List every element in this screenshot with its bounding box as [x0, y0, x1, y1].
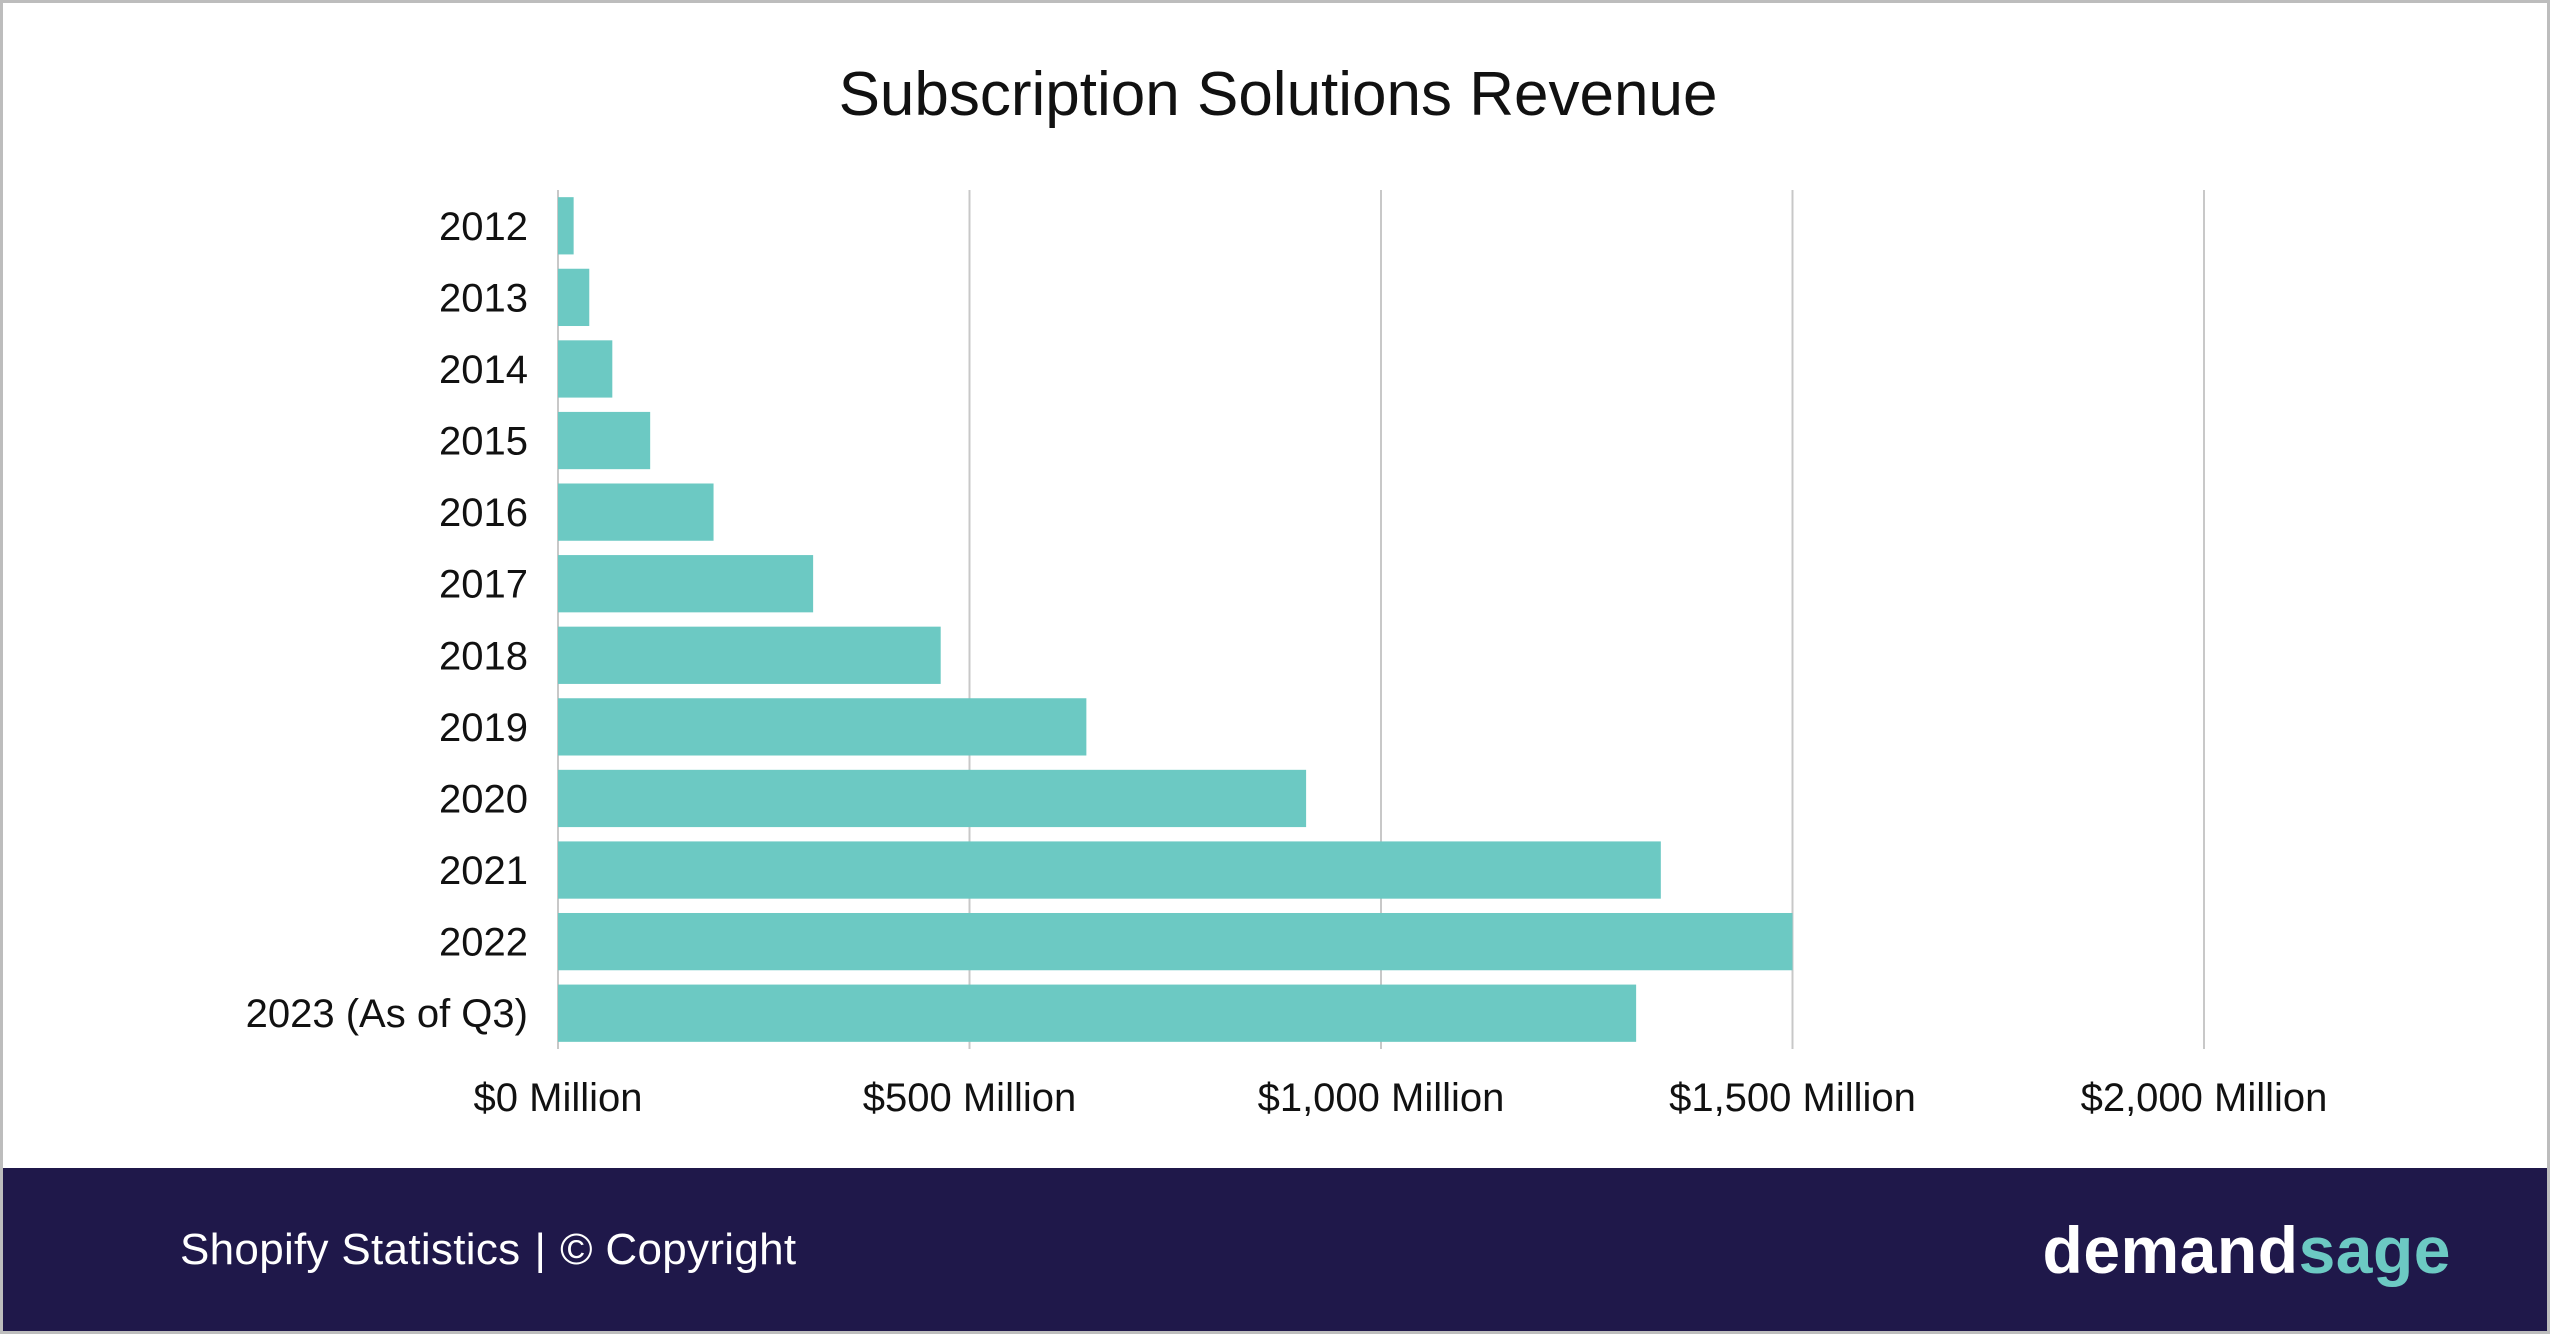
bar — [558, 912, 1793, 971]
bar — [558, 411, 651, 470]
x-tick-label: $500 Million — [863, 1076, 1076, 1120]
x-tick-label: $0 Million — [474, 1076, 643, 1120]
bar — [558, 769, 1307, 828]
y-tick-label: 2021 — [439, 849, 528, 893]
y-tick-label: 2016 — [439, 491, 528, 535]
y-tick-label: 2015 — [439, 420, 528, 464]
x-tick-label: $1,000 Million — [1258, 1076, 1505, 1120]
caption-source: Shopify Statistics — [180, 1224, 521, 1274]
footer-bar: Shopify Statistics | © Copyright demand … — [3, 1168, 2547, 1331]
brand-logo-part1: demand — [2042, 1212, 2299, 1287]
y-tick-label: 2022 — [439, 921, 528, 965]
bar — [558, 984, 1637, 1042]
bar-chart: Subscription Solutions Revenue $0 Millio… — [246, 60, 2328, 1120]
y-axis: 2012 2013 2014 2015 2016 2017 2018 2019 2020 2021… — [246, 205, 528, 1036]
bar — [558, 340, 613, 398]
bars — [558, 197, 1793, 1042]
chart-title: Subscription Solutions Revenue — [839, 60, 1718, 129]
y-tick-label: 2012 — [439, 205, 528, 249]
bar — [558, 483, 714, 541]
y-tick-label: 2023 (As of Q3) — [246, 992, 528, 1036]
y-tick-label: 2018 — [439, 634, 528, 678]
footer-caption: Shopify Statistics | © Copyright — [180, 1168, 796, 1331]
bar — [558, 268, 590, 327]
x-tick-label: $2,000 Million — [2081, 1076, 2328, 1120]
bar — [558, 555, 814, 613]
bar — [558, 197, 574, 255]
y-tick-label: 2019 — [439, 706, 528, 750]
brand-logo-part2: sage — [2298, 1212, 2451, 1287]
gridlines — [557, 190, 2205, 1049]
x-axis: $0 Million $500 Million $1,000 Million $1,5… — [474, 1076, 2328, 1120]
y-tick-label: 2013 — [439, 276, 528, 320]
x-tick-label: $1,500 Million — [1669, 1076, 1916, 1120]
brand-logo: demand sage — [2043, 1168, 2451, 1331]
bar — [558, 698, 1087, 756]
bar — [558, 626, 941, 684]
y-tick-label: 2014 — [439, 348, 528, 392]
caption-separator: | — [534, 1224, 547, 1274]
y-tick-label: 2017 — [439, 563, 528, 607]
bar — [558, 841, 1661, 899]
y-tick-label: 2020 — [439, 777, 528, 821]
caption-copyright: © Copyright — [560, 1224, 797, 1274]
